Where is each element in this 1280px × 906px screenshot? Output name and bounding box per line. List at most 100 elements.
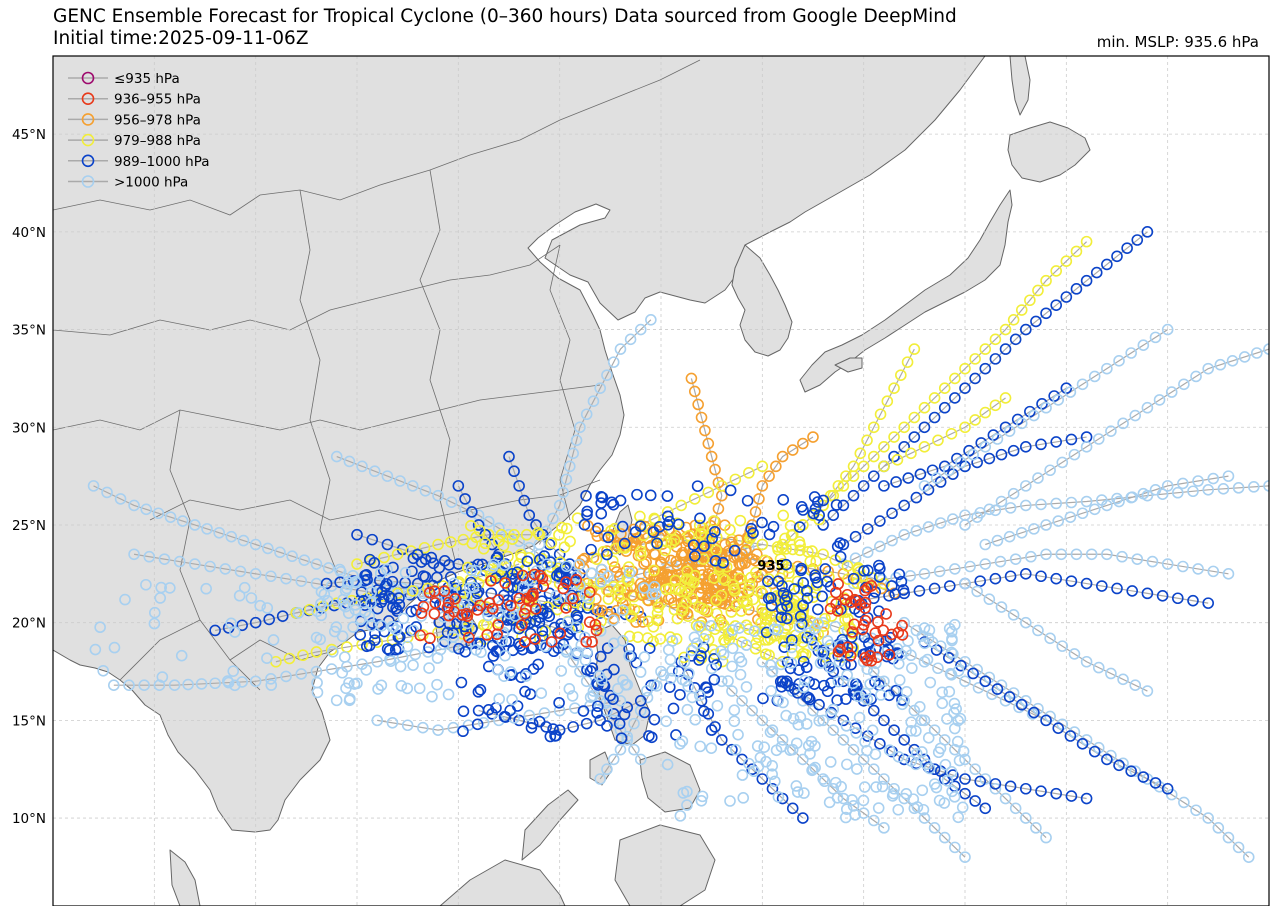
track-marker	[1105, 749, 1117, 762]
track-marker	[445, 496, 458, 508]
track-marker	[945, 646, 958, 659]
track-marker	[891, 454, 904, 466]
track-marker	[766, 759, 779, 772]
track-marker	[538, 707, 551, 719]
track-marker	[607, 356, 620, 368]
track-marker	[553, 696, 565, 709]
track-marker	[851, 763, 863, 775]
track-marker	[867, 470, 880, 482]
track-marker	[848, 618, 860, 631]
track-marker	[356, 460, 368, 473]
track-marker	[1222, 470, 1235, 482]
track-marker	[676, 735, 689, 747]
track-marker	[852, 690, 865, 703]
track-marker	[487, 650, 500, 662]
track-marker	[1149, 777, 1162, 789]
track-marker	[628, 590, 640, 603]
track-marker	[832, 675, 845, 688]
title-line-1: GENC Ensemble Forecast for Tropical Cycl…	[53, 6, 957, 27]
track-marker	[497, 628, 509, 640]
track-marker	[1050, 265, 1062, 277]
track-marker	[710, 594, 722, 607]
track-marker	[386, 717, 399, 729]
track-marker	[769, 775, 781, 788]
track-marker	[154, 592, 167, 604]
track-marker	[1207, 565, 1220, 578]
track-marker	[601, 584, 613, 596]
track-marker	[959, 460, 971, 473]
track-marker	[1146, 555, 1159, 568]
track-marker	[743, 757, 755, 770]
track-marker	[1076, 738, 1089, 750]
track-marker	[650, 680, 663, 692]
track-marker	[807, 591, 820, 603]
track-marker	[837, 792, 850, 805]
track-marker	[729, 473, 742, 486]
track-marker	[1028, 706, 1040, 719]
track-marker	[533, 715, 546, 728]
track-marker	[622, 561, 635, 573]
track-marker	[886, 790, 899, 802]
track-marker	[845, 631, 858, 643]
track-marker	[598, 680, 611, 692]
track-marker	[621, 730, 634, 743]
track-marker	[261, 602, 274, 614]
track-marker	[831, 792, 844, 804]
track-marker	[767, 520, 780, 533]
track-marker	[645, 731, 658, 744]
track-marker	[775, 658, 787, 671]
track-marker	[1137, 771, 1150, 783]
track-marker	[386, 633, 399, 646]
track-marker	[895, 369, 907, 381]
track-marker	[835, 638, 847, 651]
track-marker	[263, 613, 275, 626]
track-marker	[854, 598, 866, 611]
track-marker	[898, 441, 911, 453]
track-marker	[616, 520, 629, 533]
track-marker	[834, 643, 847, 656]
track-marker	[553, 529, 565, 541]
track-marker	[728, 544, 741, 557]
track-marker	[504, 599, 517, 612]
track-marker	[1020, 441, 1032, 453]
track-marker	[674, 810, 687, 822]
korea	[731, 244, 793, 357]
track-marker	[766, 768, 778, 781]
track-marker	[936, 686, 948, 699]
track-marker	[261, 652, 273, 665]
track-marker	[989, 353, 1002, 365]
track-marker	[709, 721, 721, 733]
track-marker	[189, 558, 201, 570]
track-marker	[1113, 355, 1125, 367]
track-marker	[195, 678, 208, 690]
track-marker	[506, 693, 518, 706]
track-marker	[623, 567, 636, 579]
track-marker	[969, 414, 981, 426]
track-marker	[652, 601, 665, 614]
track-marker	[991, 433, 1004, 445]
track-marker	[857, 460, 870, 473]
track-marker	[695, 582, 708, 594]
track-marker	[866, 724, 879, 737]
track-marker	[249, 538, 262, 551]
track-marker	[775, 611, 788, 624]
track-marker	[861, 434, 873, 447]
track-marker	[784, 662, 797, 675]
track-marker	[471, 604, 484, 616]
latitude-tick-label: 20°N	[12, 616, 46, 632]
track-marker	[641, 691, 654, 704]
track-marker	[413, 682, 426, 695]
track-marker	[689, 550, 701, 562]
track-marker	[432, 489, 444, 502]
track-marker	[295, 668, 308, 680]
track-marker	[591, 700, 604, 713]
track-marker	[401, 719, 414, 732]
track-marker	[1149, 483, 1162, 496]
track-marker	[347, 621, 359, 633]
track-line	[640, 465, 763, 526]
track-marker	[766, 724, 779, 736]
track-marker	[765, 599, 778, 612]
track-marker	[865, 654, 878, 667]
track-marker	[1101, 362, 1113, 375]
track-marker	[482, 515, 495, 528]
